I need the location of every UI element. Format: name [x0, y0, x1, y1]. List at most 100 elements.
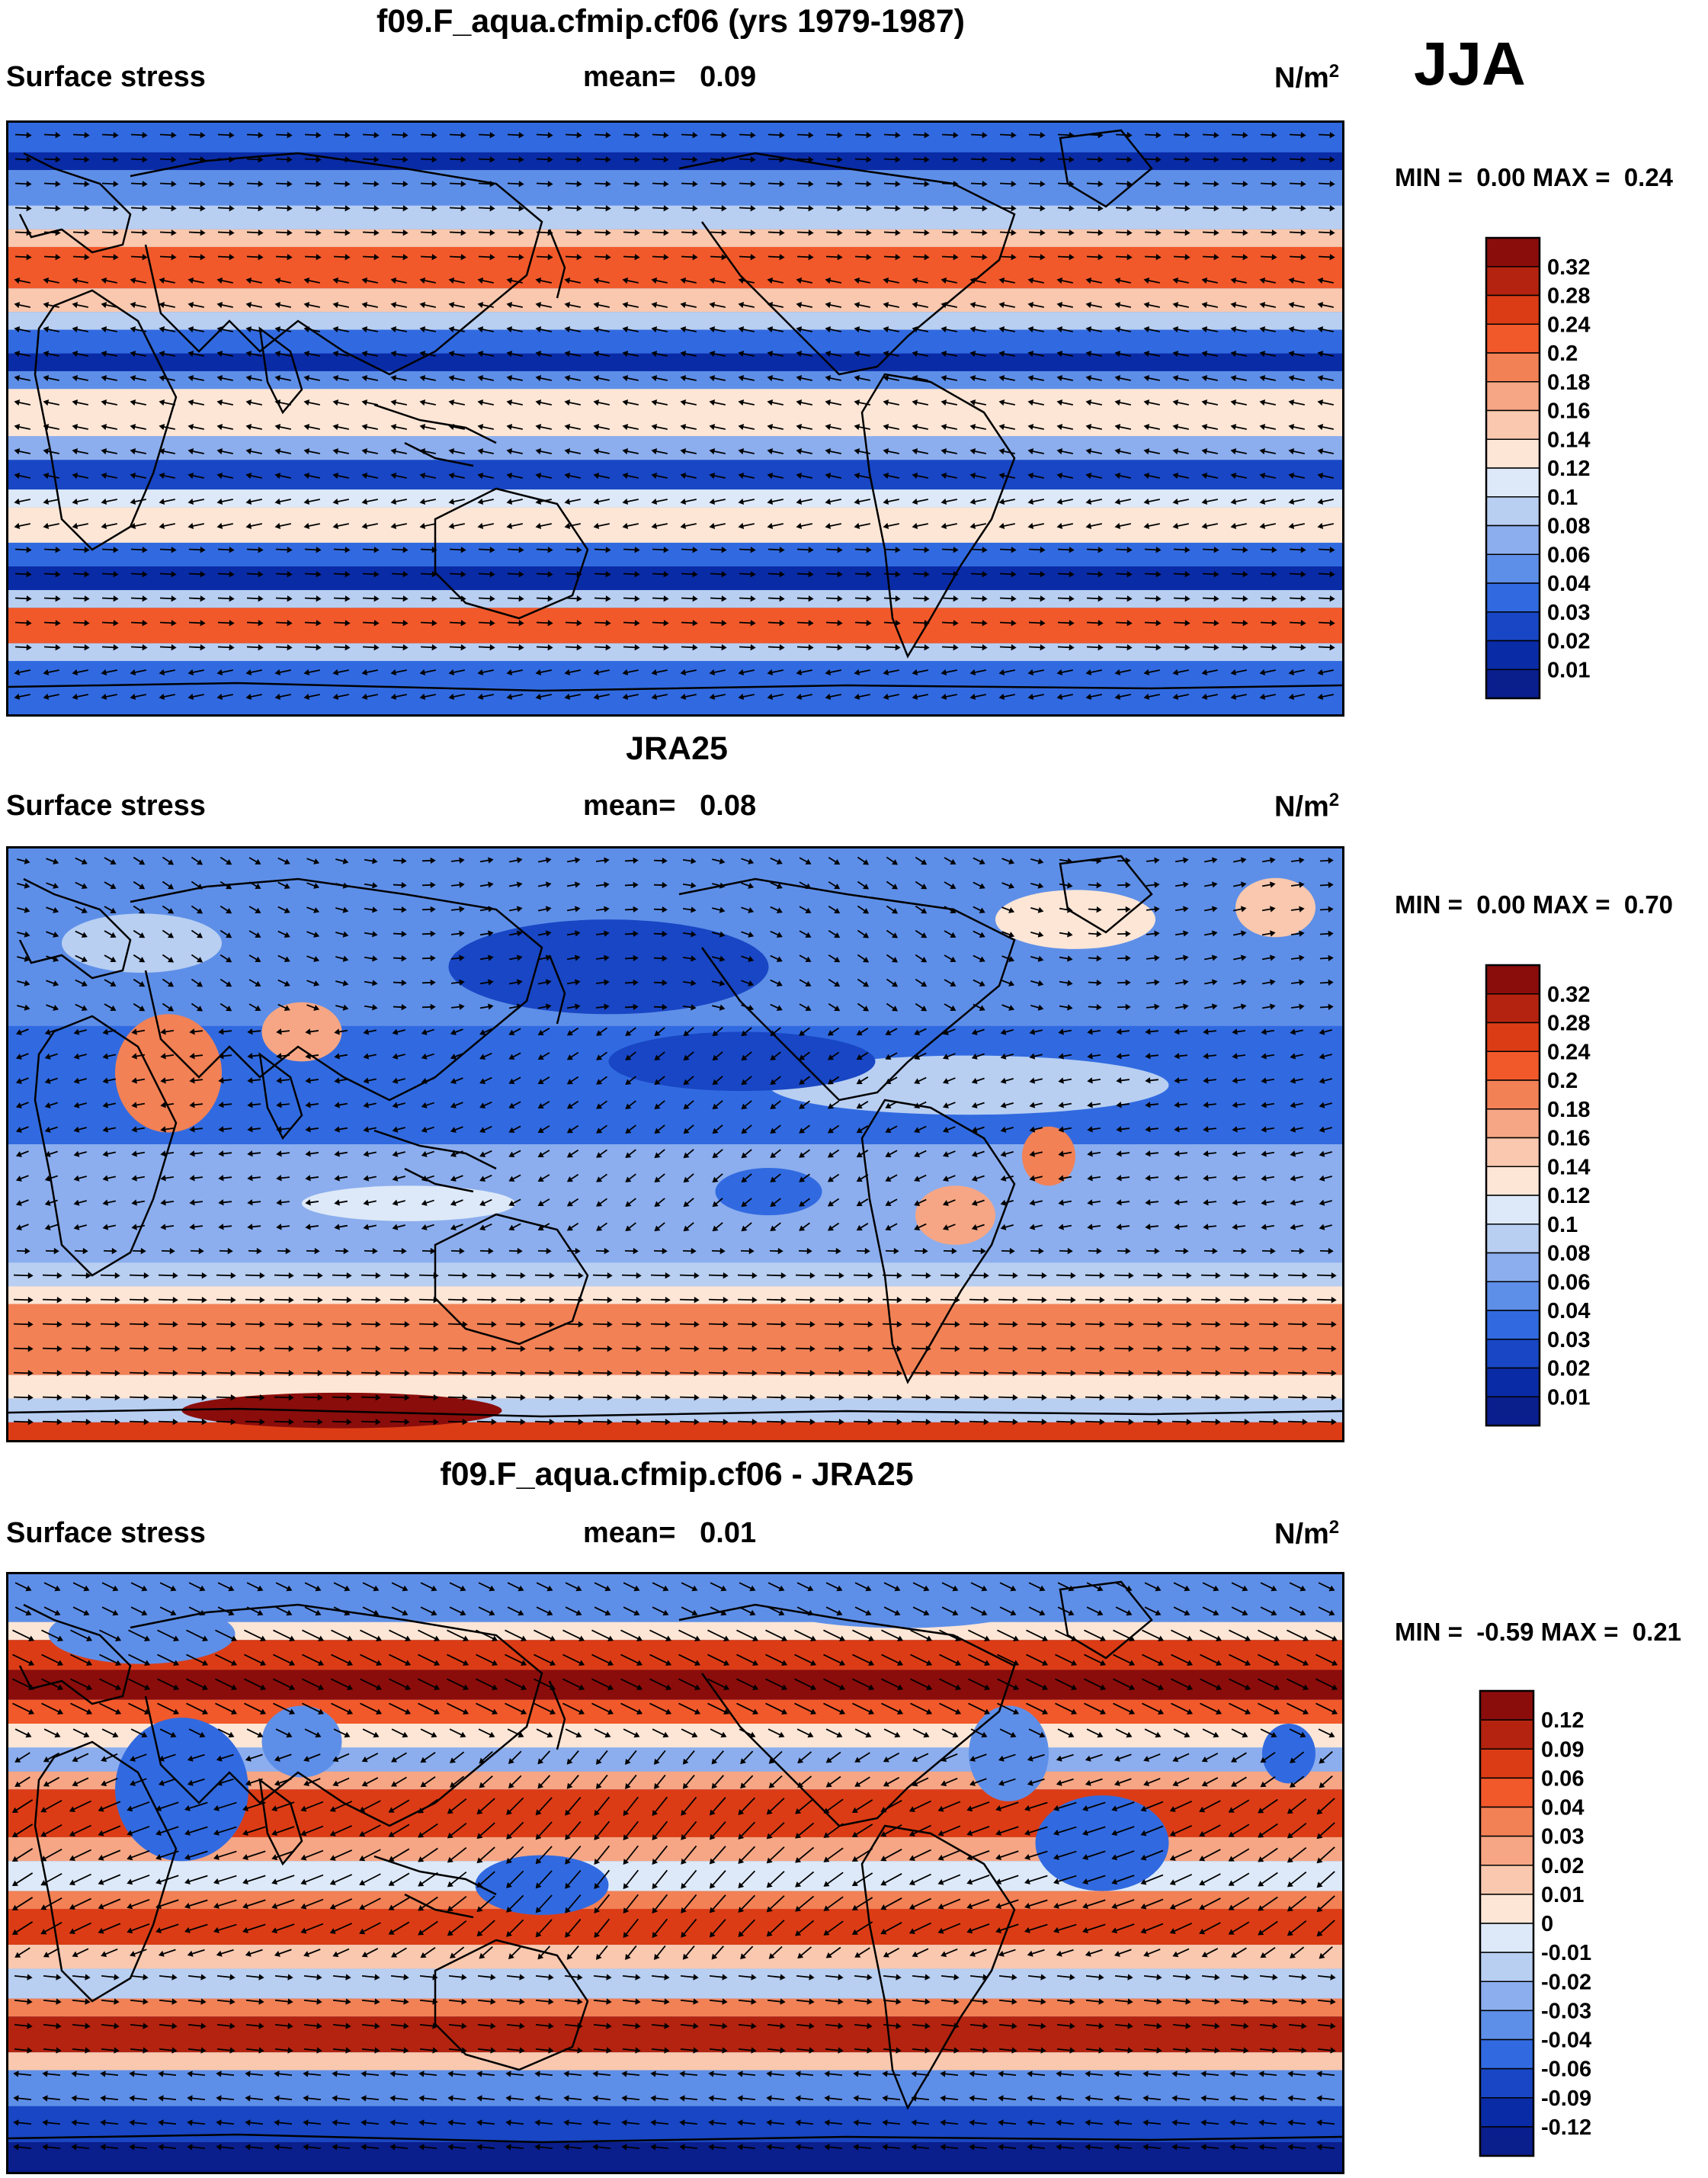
- stress-vector-head: [1261, 1224, 1267, 1230]
- stress-vector-head: [316, 156, 322, 163]
- stress-vector-head: [518, 1585, 524, 1592]
- stress-vector-head: [1069, 205, 1075, 212]
- stress-vector-head: [259, 1394, 265, 1401]
- stress-vector-head: [914, 1029, 921, 1035]
- stress-vector-head: [1172, 374, 1179, 382]
- stress-vector-head: [741, 1079, 748, 1086]
- stress-vector-head: [1215, 1346, 1221, 1352]
- stress-vector-head: [575, 1003, 581, 1010]
- coastline-segment: [130, 152, 543, 376]
- stress-vector-head: [537, 1054, 544, 1060]
- stress-vector-head: [405, 1660, 412, 1666]
- stress-vector-head: [709, 498, 716, 505]
- stress-vector-head: [1290, 1077, 1296, 1084]
- stress-vector-head: [866, 181, 872, 188]
- stress-vector-head: [749, 1585, 756, 1592]
- stress-vector-head: [101, 447, 107, 455]
- min-max-readout: MIN = 0.00 MAX = 0.70: [1395, 890, 1674, 919]
- stress-vector-head: [1213, 644, 1219, 651]
- stress-vector-head: [709, 326, 716, 333]
- stress-vector-head: [448, 374, 455, 382]
- stress-vector-head: [809, 1394, 816, 1401]
- stress-vector-head: [738, 693, 745, 701]
- stress-vector-head: [1013, 1660, 1020, 1666]
- stress-vector-head: [1186, 1394, 1192, 1401]
- stress-vector-head: [313, 1005, 320, 1011]
- stress-vector-head: [838, 1394, 844, 1401]
- stress-vector-head: [885, 1151, 892, 1158]
- stress-vector-head: [836, 1585, 843, 1592]
- stress-vector-head: [431, 205, 437, 212]
- stress-vector-head: [1128, 1419, 1134, 1426]
- stress-vector-head: [479, 1029, 486, 1035]
- max-value: 0.24: [1623, 163, 1674, 191]
- stress-vector-head: [633, 930, 639, 938]
- stress-vector-head: [159, 326, 165, 333]
- stress-vector-head: [894, 1585, 901, 1592]
- stress-vector-head: [1100, 1635, 1107, 1642]
- colorbar-swatch: [1485, 352, 1540, 383]
- stress-vector-head: [1011, 644, 1017, 651]
- stress-vector-head: [375, 1394, 381, 1401]
- stress-vector-head: [1126, 254, 1133, 261]
- colorbar-label: 0.02: [1547, 630, 1590, 654]
- stress-vector-head: [491, 1370, 497, 1377]
- stress-vector-head: [1040, 644, 1046, 651]
- stress-vector-head: [799, 1030, 806, 1036]
- stress-vector-head: [593, 498, 600, 505]
- stress-vector-head: [1211, 954, 1218, 961]
- stress-vector-head: [549, 1394, 555, 1401]
- stress-vector-head: [518, 595, 524, 602]
- stress-vector-head: [576, 620, 582, 627]
- stress-vector-head: [419, 277, 426, 284]
- stress-vector-head: [575, 1585, 582, 1592]
- stress-vector-head: [622, 301, 629, 309]
- stress-vector-head: [1126, 205, 1133, 212]
- stress-vector-head: [113, 181, 119, 188]
- stress-vector-head: [825, 522, 832, 530]
- stress-vector-head: [1302, 1419, 1308, 1426]
- stress-vector-head: [741, 1225, 748, 1232]
- stress-vector-head: [634, 620, 640, 627]
- stress-vector-head: [276, 1175, 282, 1182]
- stress-vector-head: [142, 181, 148, 188]
- stress-vector-head: [866, 254, 872, 261]
- stress-vector-head: [342, 858, 349, 864]
- stress-vector-head: [1096, 906, 1102, 913]
- stress-vector-head: [216, 669, 223, 676]
- stress-vector-head: [43, 326, 50, 333]
- stress-vector-head: [1184, 620, 1190, 627]
- stress-vector-head: [139, 981, 146, 987]
- stress-vector-head: [1319, 1150, 1325, 1157]
- stress-vector-head: [983, 1370, 989, 1377]
- stress-vector-head: [255, 1005, 261, 1012]
- stress-vector-head: [663, 571, 669, 578]
- coastline-segment: [258, 1052, 303, 1140]
- stress-vector-head: [85, 1346, 91, 1352]
- colorbar-swatch: [1485, 582, 1540, 613]
- stress-vector-head: [316, 229, 322, 236]
- stress-vector-head: [402, 229, 409, 236]
- stress-vector-head: [1259, 472, 1266, 480]
- stress-vector-head: [373, 571, 380, 578]
- stress-vector-head: [914, 1127, 921, 1133]
- stress-vector-head: [102, 1175, 109, 1182]
- stress-vector-head: [897, 1635, 904, 1642]
- stress-vector-head: [856, 1200, 863, 1207]
- stress-vector-head: [516, 881, 523, 888]
- contour-patch: [995, 890, 1155, 949]
- stress-vector-head: [925, 1346, 931, 1352]
- stress-vector-head: [854, 472, 860, 480]
- stress-vector-head: [305, 1102, 311, 1108]
- stress-vector-head: [139, 908, 146, 914]
- stress-vector-head: [1174, 1199, 1180, 1206]
- stress-vector-head: [663, 132, 669, 139]
- stress-vector-head: [1241, 1247, 1247, 1255]
- stress-vector-head: [143, 1272, 149, 1279]
- stress-vector-head: [216, 277, 223, 284]
- stress-vector-head: [596, 1127, 603, 1134]
- stress-vector-head: [576, 181, 582, 188]
- stress-vector-head: [748, 883, 755, 889]
- stress-vector-head: [680, 399, 687, 406]
- stress-vector-head: [169, 1247, 175, 1255]
